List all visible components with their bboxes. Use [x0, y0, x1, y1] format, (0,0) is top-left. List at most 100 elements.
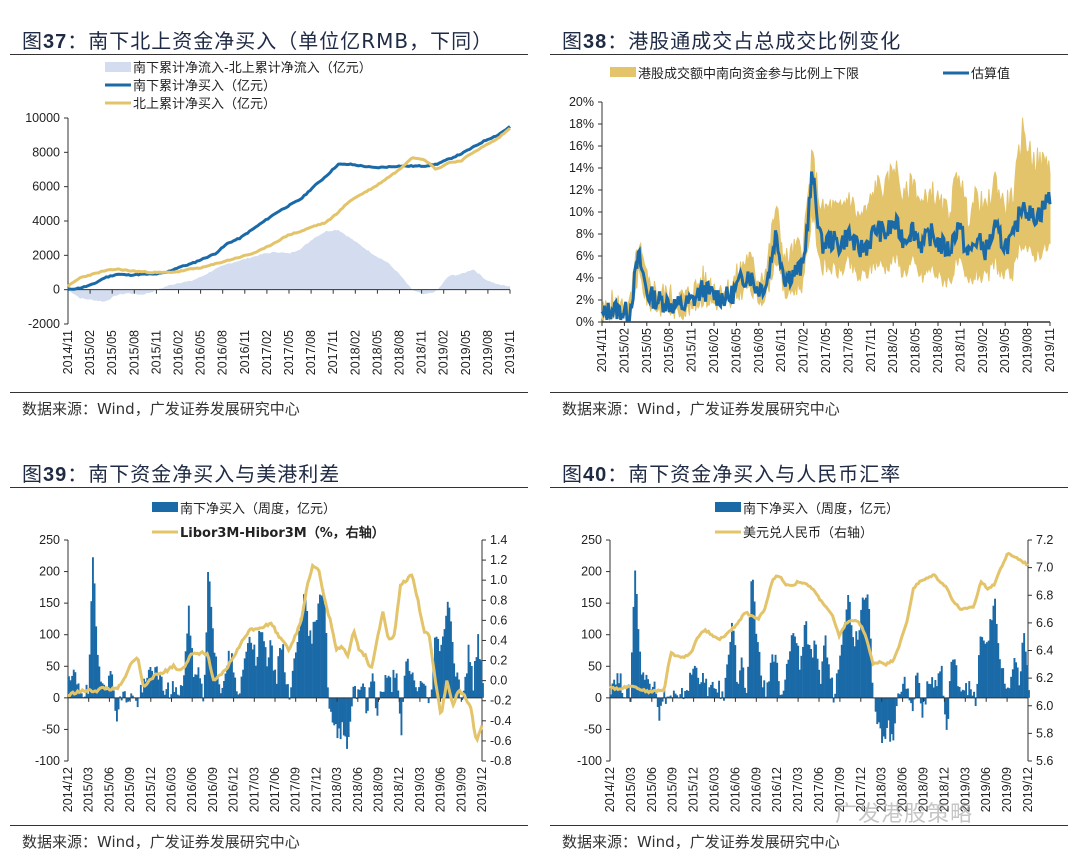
- bar: [831, 677, 834, 698]
- bar: [363, 687, 366, 698]
- y-tick-label: 10%: [569, 205, 594, 219]
- bar: [432, 658, 435, 698]
- bar: [803, 625, 806, 698]
- x-tick-label: 2018/02: [886, 328, 900, 373]
- bar: [235, 691, 238, 698]
- x-tick-label: 2017/02: [797, 328, 811, 373]
- series-line-estimate: [600, 171, 1052, 322]
- bar: [279, 648, 281, 698]
- y-tick-label: 2%: [576, 293, 594, 307]
- x-tick-label: 2016/11: [774, 328, 788, 372]
- bar: [610, 694, 612, 698]
- bar: [227, 650, 230, 698]
- bar: [386, 677, 388, 698]
- x-tick-label: 2016/03: [165, 767, 179, 812]
- bar: [755, 633, 758, 698]
- source-divider: [550, 392, 1068, 393]
- bar: [387, 675, 390, 698]
- bar: [663, 688, 666, 698]
- x-tick-label: 2017/11: [864, 328, 878, 372]
- y-tick-label: 12%: [569, 183, 594, 197]
- bar: [274, 669, 277, 698]
- figure-37-panel: 图37：南下北上资金净买入（单位亿RMB，下同） 南下累计净流入-北上累计净流入…: [10, 0, 540, 430]
- bar: [721, 691, 724, 698]
- bar: [114, 697, 117, 711]
- bar: [1007, 687, 1009, 698]
- figure-40-panel: 图40：南下资金净买入与人民币汇率 南下净买入（周度，亿元） 美元兑人民币（右轴）…: [550, 433, 1080, 863]
- bar: [480, 660, 483, 698]
- bar: [478, 659, 481, 698]
- bar: [208, 581, 211, 698]
- bar: [626, 685, 629, 698]
- x-tick-label: 2018/08: [393, 330, 407, 375]
- x-tick-label: 2017/08: [304, 330, 318, 375]
- bar: [197, 667, 200, 698]
- bar: [1011, 669, 1014, 698]
- bar: [731, 622, 733, 698]
- bar: [766, 682, 769, 698]
- bar: [837, 669, 840, 698]
- bar: [104, 690, 107, 698]
- bar: [761, 687, 764, 698]
- bar: [309, 630, 312, 698]
- bar: [700, 682, 703, 698]
- bar: [698, 684, 701, 698]
- bar: [325, 633, 328, 698]
- x-tick-label: 2018/03: [875, 767, 889, 812]
- bar: [277, 656, 280, 698]
- x-tick-label: 2016/09: [749, 767, 763, 812]
- bar: [894, 697, 896, 724]
- bar: [362, 683, 364, 698]
- bar: [314, 621, 317, 698]
- x-tick-label: 2015/05: [640, 328, 654, 373]
- bar: [910, 697, 913, 704]
- bar: [773, 661, 775, 698]
- bar: [167, 682, 169, 698]
- y-tick-label: 150: [39, 596, 60, 610]
- x-tick-label: 2018/05: [909, 328, 923, 373]
- bar: [950, 661, 953, 698]
- legend-label: 南下净买入（周度，亿元）: [743, 501, 899, 517]
- bar: [619, 673, 622, 698]
- bar: [611, 683, 614, 698]
- y-tick-label: -50: [42, 722, 60, 736]
- bar: [394, 677, 396, 698]
- bar: [109, 671, 112, 698]
- y-tick-label: 200: [581, 565, 602, 579]
- legend-label: 北上累计净买入（亿元）: [133, 97, 276, 112]
- bar: [251, 649, 254, 698]
- bar: [835, 673, 838, 698]
- bar: [693, 665, 696, 698]
- bar: [414, 687, 417, 698]
- bar: [226, 665, 229, 698]
- bar: [269, 640, 272, 698]
- bar: [871, 682, 874, 698]
- bar: [845, 609, 848, 698]
- bar: [810, 649, 813, 698]
- bar: [982, 640, 985, 698]
- bar: [365, 697, 368, 714]
- bar: [764, 696, 767, 698]
- bar: [331, 697, 334, 723]
- bar: [839, 655, 842, 698]
- bar: [805, 621, 808, 698]
- source-note: 数据来源：Wind，广发证券发展研究中心: [22, 400, 300, 418]
- bar: [616, 673, 619, 698]
- bar: [800, 655, 803, 698]
- bar: [247, 643, 249, 698]
- bar: [818, 669, 821, 698]
- bar: [732, 630, 735, 698]
- bar: [639, 651, 642, 698]
- bar: [74, 672, 77, 698]
- bar: [307, 635, 310, 698]
- bar: [724, 677, 727, 698]
- bar: [748, 617, 751, 698]
- bar: [945, 697, 948, 730]
- bar: [947, 697, 950, 719]
- x-tick-label: 2016/11: [238, 330, 252, 374]
- bar: [774, 654, 777, 698]
- bar: [703, 682, 706, 698]
- bar: [739, 670, 742, 698]
- bar: [90, 601, 93, 698]
- bar: [199, 678, 201, 698]
